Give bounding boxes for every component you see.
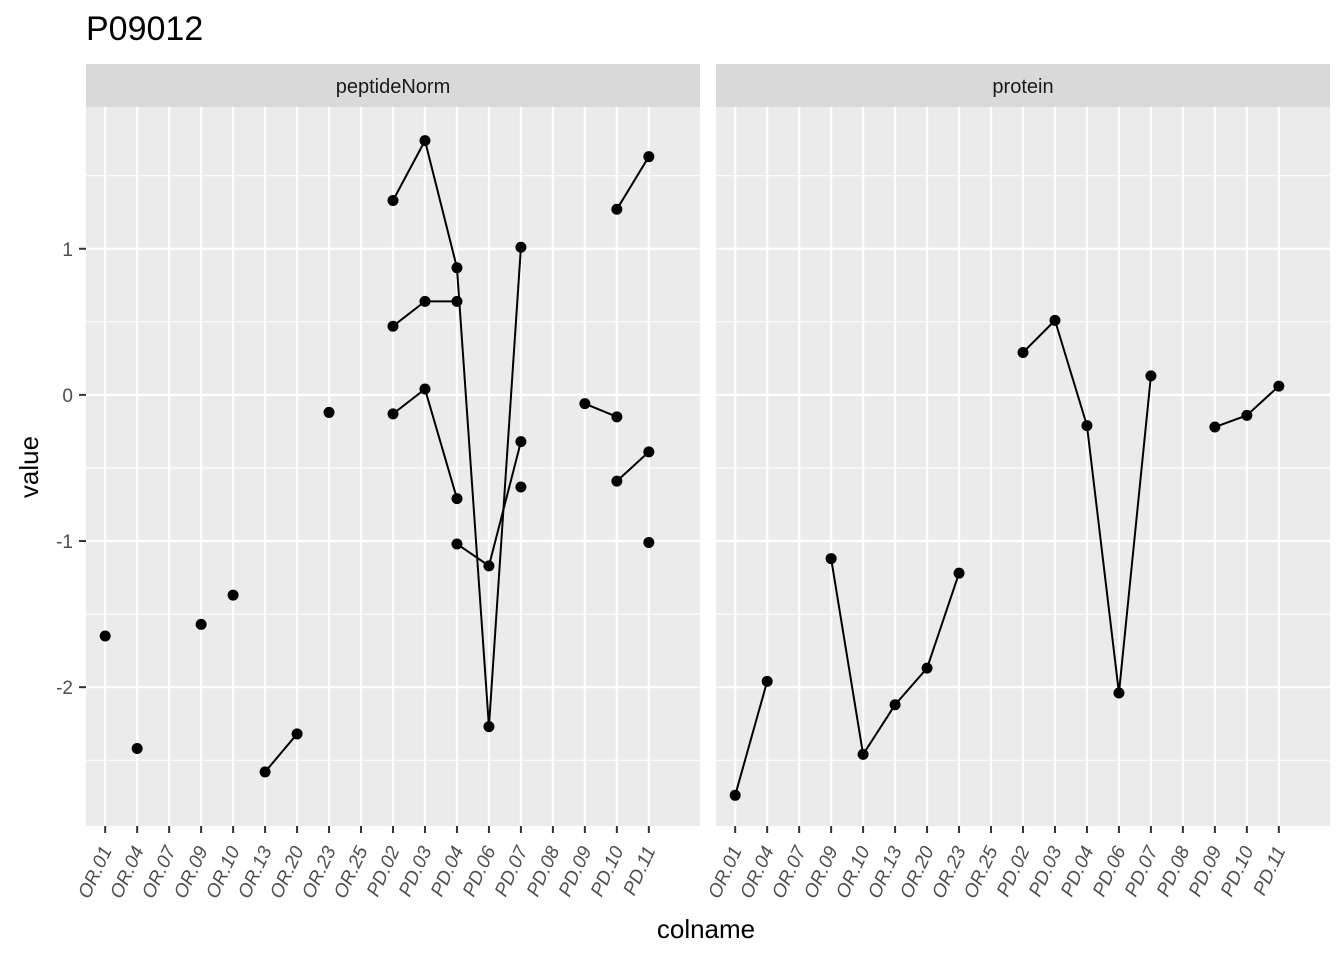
data-point bbox=[1081, 420, 1093, 432]
data-point bbox=[419, 135, 431, 147]
data-point bbox=[1049, 314, 1061, 326]
data-point bbox=[643, 536, 655, 548]
data-point bbox=[387, 320, 399, 332]
data-point bbox=[643, 446, 655, 458]
data-point bbox=[259, 766, 271, 778]
facet-strip-label: peptideNorm bbox=[336, 76, 451, 98]
facet-panel-0: peptideNormOR.01OR.04OR.07OR.09OR.10OR.1… bbox=[56, 64, 700, 902]
data-point bbox=[921, 662, 933, 674]
series-line bbox=[584, 402, 618, 418]
data-point bbox=[419, 383, 431, 395]
facet-panel-1: proteinOR.01OR.04OR.07OR.09OR.10OR.13OR.… bbox=[704, 64, 1330, 902]
series-line bbox=[615, 156, 650, 210]
data-point bbox=[611, 411, 623, 423]
data-point bbox=[1241, 409, 1253, 421]
data-point bbox=[1145, 370, 1157, 382]
data-point bbox=[1273, 380, 1285, 392]
data-point bbox=[515, 481, 527, 493]
data-point bbox=[1017, 347, 1029, 359]
data-point bbox=[611, 203, 623, 215]
data-point bbox=[291, 728, 303, 740]
series-line bbox=[734, 681, 769, 796]
data-point bbox=[483, 721, 495, 733]
data-point bbox=[387, 195, 399, 207]
data-point bbox=[99, 630, 111, 642]
data-point bbox=[323, 406, 335, 418]
y-tick-label: -1 bbox=[56, 532, 73, 553]
data-point bbox=[643, 151, 655, 163]
data-point bbox=[857, 748, 869, 760]
data-point bbox=[825, 553, 837, 565]
data-point bbox=[579, 398, 591, 410]
data-point bbox=[611, 475, 623, 487]
data-point bbox=[195, 618, 207, 630]
y-axis-title: value bbox=[14, 436, 44, 498]
data-point bbox=[227, 589, 239, 601]
y-tick-label: -2 bbox=[56, 678, 73, 699]
data-point bbox=[483, 560, 495, 572]
data-point bbox=[1113, 687, 1125, 699]
data-point bbox=[729, 789, 741, 801]
data-point bbox=[515, 436, 527, 448]
data-point bbox=[1209, 421, 1221, 433]
facet-strip-label: protein bbox=[992, 76, 1053, 98]
x-axis-title: colname bbox=[657, 914, 755, 944]
data-point bbox=[451, 493, 463, 505]
data-point bbox=[131, 743, 143, 755]
data-point bbox=[761, 675, 773, 687]
series-line bbox=[264, 733, 298, 773]
data-point bbox=[451, 538, 463, 550]
y-tick-label: 0 bbox=[62, 386, 73, 407]
series-line bbox=[616, 451, 650, 482]
chart-title: P09012 bbox=[86, 10, 203, 48]
data-point bbox=[953, 567, 965, 579]
data-point bbox=[515, 241, 527, 253]
facet-strip bbox=[716, 64, 1330, 107]
y-tick-label: 1 bbox=[62, 240, 73, 261]
data-point bbox=[451, 295, 463, 307]
data-point bbox=[419, 295, 431, 307]
data-point bbox=[889, 699, 901, 711]
data-point bbox=[387, 408, 399, 420]
facet-strip bbox=[86, 64, 700, 107]
data-point bbox=[451, 262, 463, 274]
